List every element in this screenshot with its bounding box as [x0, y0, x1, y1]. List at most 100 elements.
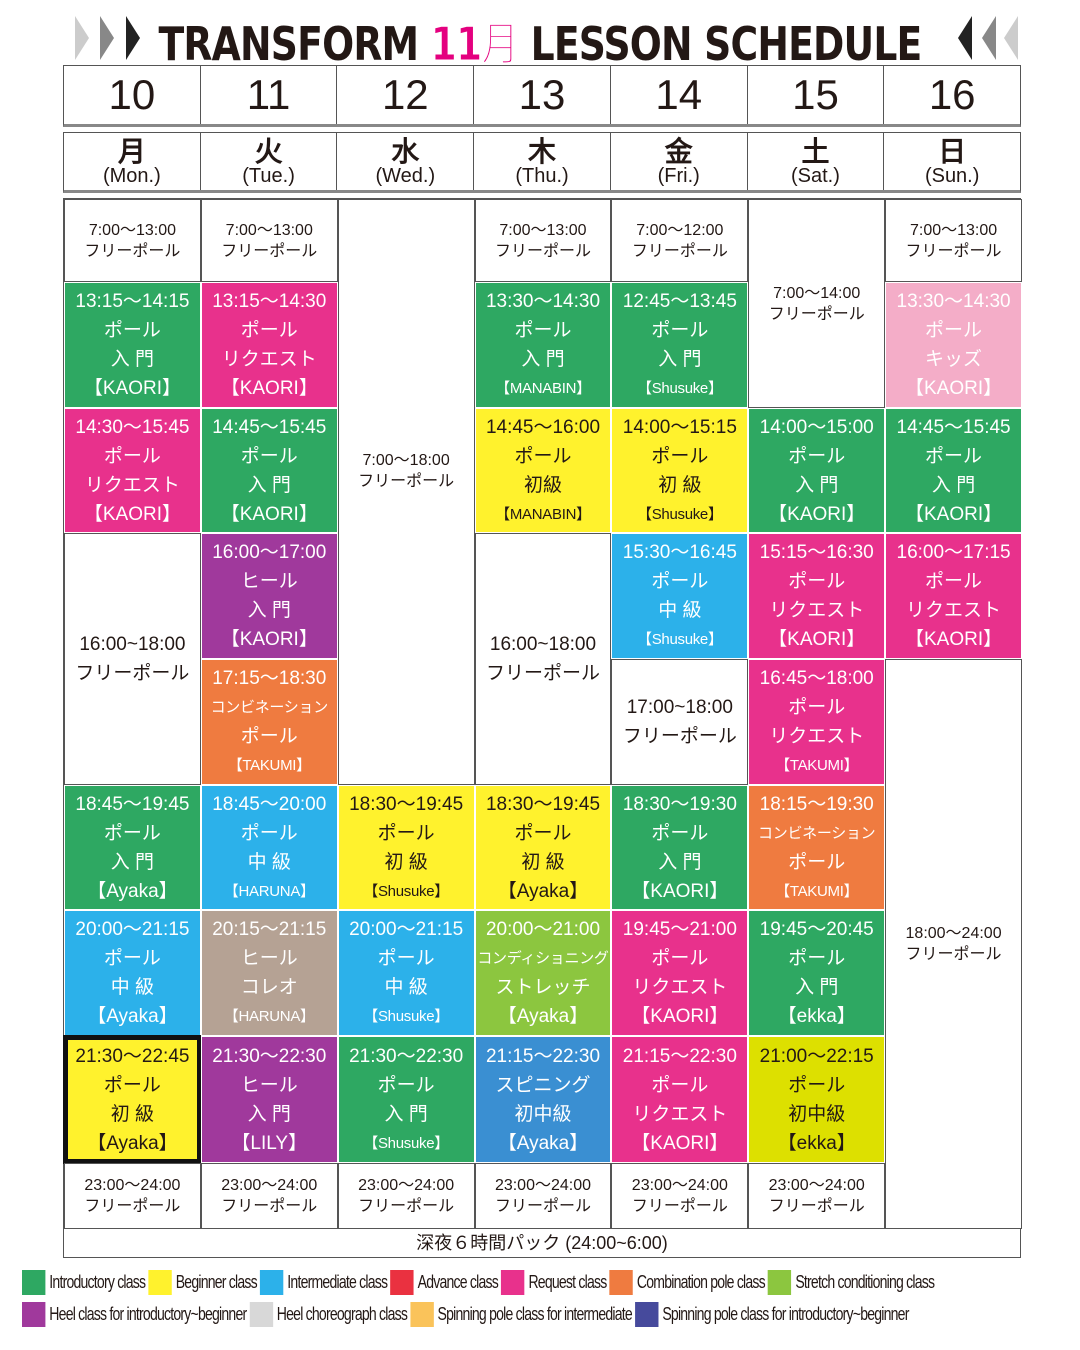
legend-item: Introductory class: [22, 1269, 146, 1295]
weekday-kanji: 火: [254, 136, 283, 167]
class-time: 14:45〜16:00: [485, 416, 601, 438]
class-line: フリーポール: [622, 726, 737, 747]
class-line: 入 門: [795, 474, 839, 496]
class-time: 18:30〜19:30: [622, 793, 737, 815]
class-line: ポール: [240, 726, 298, 747]
date-cell: 16: [928, 71, 976, 118]
schedule-cell: 18:30〜19:45 ポール初 級【Ayaka】: [474, 785, 612, 910]
class-line: ポール: [103, 1074, 161, 1096]
class-line: 【Shusuke】: [363, 1134, 449, 1152]
weekday-cell: 木 (Thu.): [474, 133, 611, 190]
schedule-cell: 17:15〜18:30 コンビネーション ポール 【TAKUMI】: [200, 659, 338, 785]
legend-swatch: [501, 1269, 525, 1295]
class-time: 21:15〜22:30: [622, 1045, 737, 1067]
class-line: ポール: [377, 1074, 435, 1096]
weekday-kanji: 水: [391, 136, 420, 167]
class-line: フリーポール: [768, 1198, 865, 1215]
class-line: フリーポール: [84, 1198, 181, 1215]
legend-item: Stretch conditioning class: [768, 1269, 935, 1295]
class-line: ポール: [651, 1074, 709, 1096]
class-line: ポール: [788, 571, 846, 592]
schedule-cell: 18:45〜20:00 ポール中 級【HARUNA】: [200, 785, 338, 910]
class-line: 中 級: [384, 977, 428, 998]
class-line: 【KAORI】: [768, 503, 866, 525]
class-line: 初 級: [110, 1103, 155, 1125]
class-time: 17:00~18:00: [626, 697, 733, 718]
legend-label: Heel class for introductory~beginner: [49, 1304, 247, 1324]
class-line: ポール: [788, 948, 846, 969]
class-time: 21:15〜22:30: [485, 1045, 601, 1067]
legend-swatch: [635, 1301, 659, 1327]
class-line: 【Ayaka】: [87, 1006, 178, 1027]
class-line: 入 門: [521, 349, 565, 370]
class-time: 7:00〜18:00: [362, 452, 450, 469]
class-time: 18:00〜24:00: [905, 925, 1002, 942]
class-line: 【KAORI】: [768, 629, 866, 650]
arrow-right-icon: [1004, 16, 1018, 60]
class-line: 【HARUNA】: [223, 1008, 315, 1025]
weekday-row: 月 (Mon.) 火 (Tue.) 水 (Wed.) 木 (Thu.) 金 (Fri.) 土 (Sat…: [63, 132, 1021, 193]
class-line: フリーポール: [494, 1198, 591, 1215]
class-time: 20:00〜21:15: [75, 919, 190, 940]
schedule-cell: 7:00〜13:00 フリーポール: [474, 199, 612, 282]
class-time: 7:00〜14:00: [773, 284, 861, 302]
schedule-cell: 18:45〜19:45 ポール入 門【Ayaka】: [64, 785, 201, 910]
class-line: ポール: [788, 697, 846, 718]
legend-swatch: [22, 1269, 46, 1295]
class-time: 21:30〜22:30: [349, 1045, 464, 1067]
schedule-cell: 7:00〜13:00 フリーポール: [885, 199, 1022, 282]
class-line: 【KAORI】: [220, 378, 318, 399]
class-line: 中 級: [247, 851, 291, 873]
schedule-cell: 13:15〜14:30 ポール リクエスト 【KAORI】: [200, 282, 338, 408]
class-time: 20:00〜21:00: [485, 919, 601, 940]
weekday-cell: 月 (Mon.): [64, 133, 201, 190]
class-line: リクエスト: [84, 474, 180, 496]
class-line: 【Ayaka】: [87, 1132, 178, 1154]
schedule-cell: 14:45〜15:45 ポール入 門【KAORI】: [885, 408, 1022, 533]
class-time: 16:00〜17:15: [896, 542, 1011, 563]
schedule-cell: 18:30〜19:45 ポール初 級【Shusuke】: [337, 785, 475, 910]
class-line: 【TAKUMI】: [227, 757, 311, 774]
schedule-cell: 16:00~18:00 フリーポール: [474, 533, 612, 785]
legend-swatch: [22, 1301, 46, 1327]
weekday-english: (Mon.): [102, 165, 161, 187]
class-line: 入 門: [931, 474, 976, 496]
class-time: 14:00〜15:00: [759, 416, 874, 438]
class-line: ポール: [788, 445, 846, 467]
class-line: フリーポール: [84, 242, 181, 260]
class-line: 初級: [523, 474, 562, 496]
class-line: 【Ayaka】: [497, 880, 589, 902]
legend-label: Spinning pole class for intermediate: [437, 1304, 633, 1324]
legend-label: Stretch conditioning class: [795, 1272, 935, 1292]
weekday-kanji: 木: [528, 136, 557, 167]
class-time: 20:15〜21:15: [212, 919, 327, 940]
legend-item: Beginner class: [148, 1269, 258, 1295]
class-line: ポール: [103, 948, 161, 969]
legend-label: Spinning pole class for introductory~beg…: [662, 1304, 909, 1324]
title-month: 11月: [430, 17, 519, 72]
class-line: 【KAORI】: [905, 629, 1003, 650]
schedule-cell: 18:30〜19:30 ポール入 門【KAORI】: [611, 785, 749, 910]
class-line: リクエスト: [906, 600, 1002, 621]
legend-swatch: [768, 1269, 792, 1295]
arrow-left-icon: [100, 16, 114, 60]
schedule-cell: 23:00〜24:00 フリーポール: [337, 1163, 475, 1229]
title-schedule: LESSON SCHEDULE: [530, 17, 923, 71]
schedule-cell: 13:30〜14:30 ポール キッズ 【KAORI】: [885, 282, 1022, 408]
legend-row: Heel class for introductory~beginner Heel…: [22, 1301, 912, 1327]
class-time: 14:45〜15:45: [896, 416, 1011, 438]
class-line: 【Shusuke】: [637, 380, 723, 397]
class-line: フリーポール: [631, 1198, 728, 1215]
class-line: リクエスト: [221, 349, 317, 370]
class-line: ヒール: [240, 1074, 298, 1096]
class-line: 【Shusuke】: [363, 1008, 449, 1025]
class-time: 14:30〜15:45: [75, 416, 190, 438]
class-line: フリーポール: [485, 663, 600, 684]
class-line: 入 門: [247, 600, 291, 621]
class-line: フリーポール: [905, 242, 1002, 260]
weekday-kanji: 月: [117, 136, 146, 167]
class-line: フリーポール: [631, 242, 728, 260]
class-line: フリーポール: [221, 1198, 318, 1215]
class-line: ポール: [788, 851, 846, 873]
class-time: 18:45〜20:00: [212, 793, 327, 815]
